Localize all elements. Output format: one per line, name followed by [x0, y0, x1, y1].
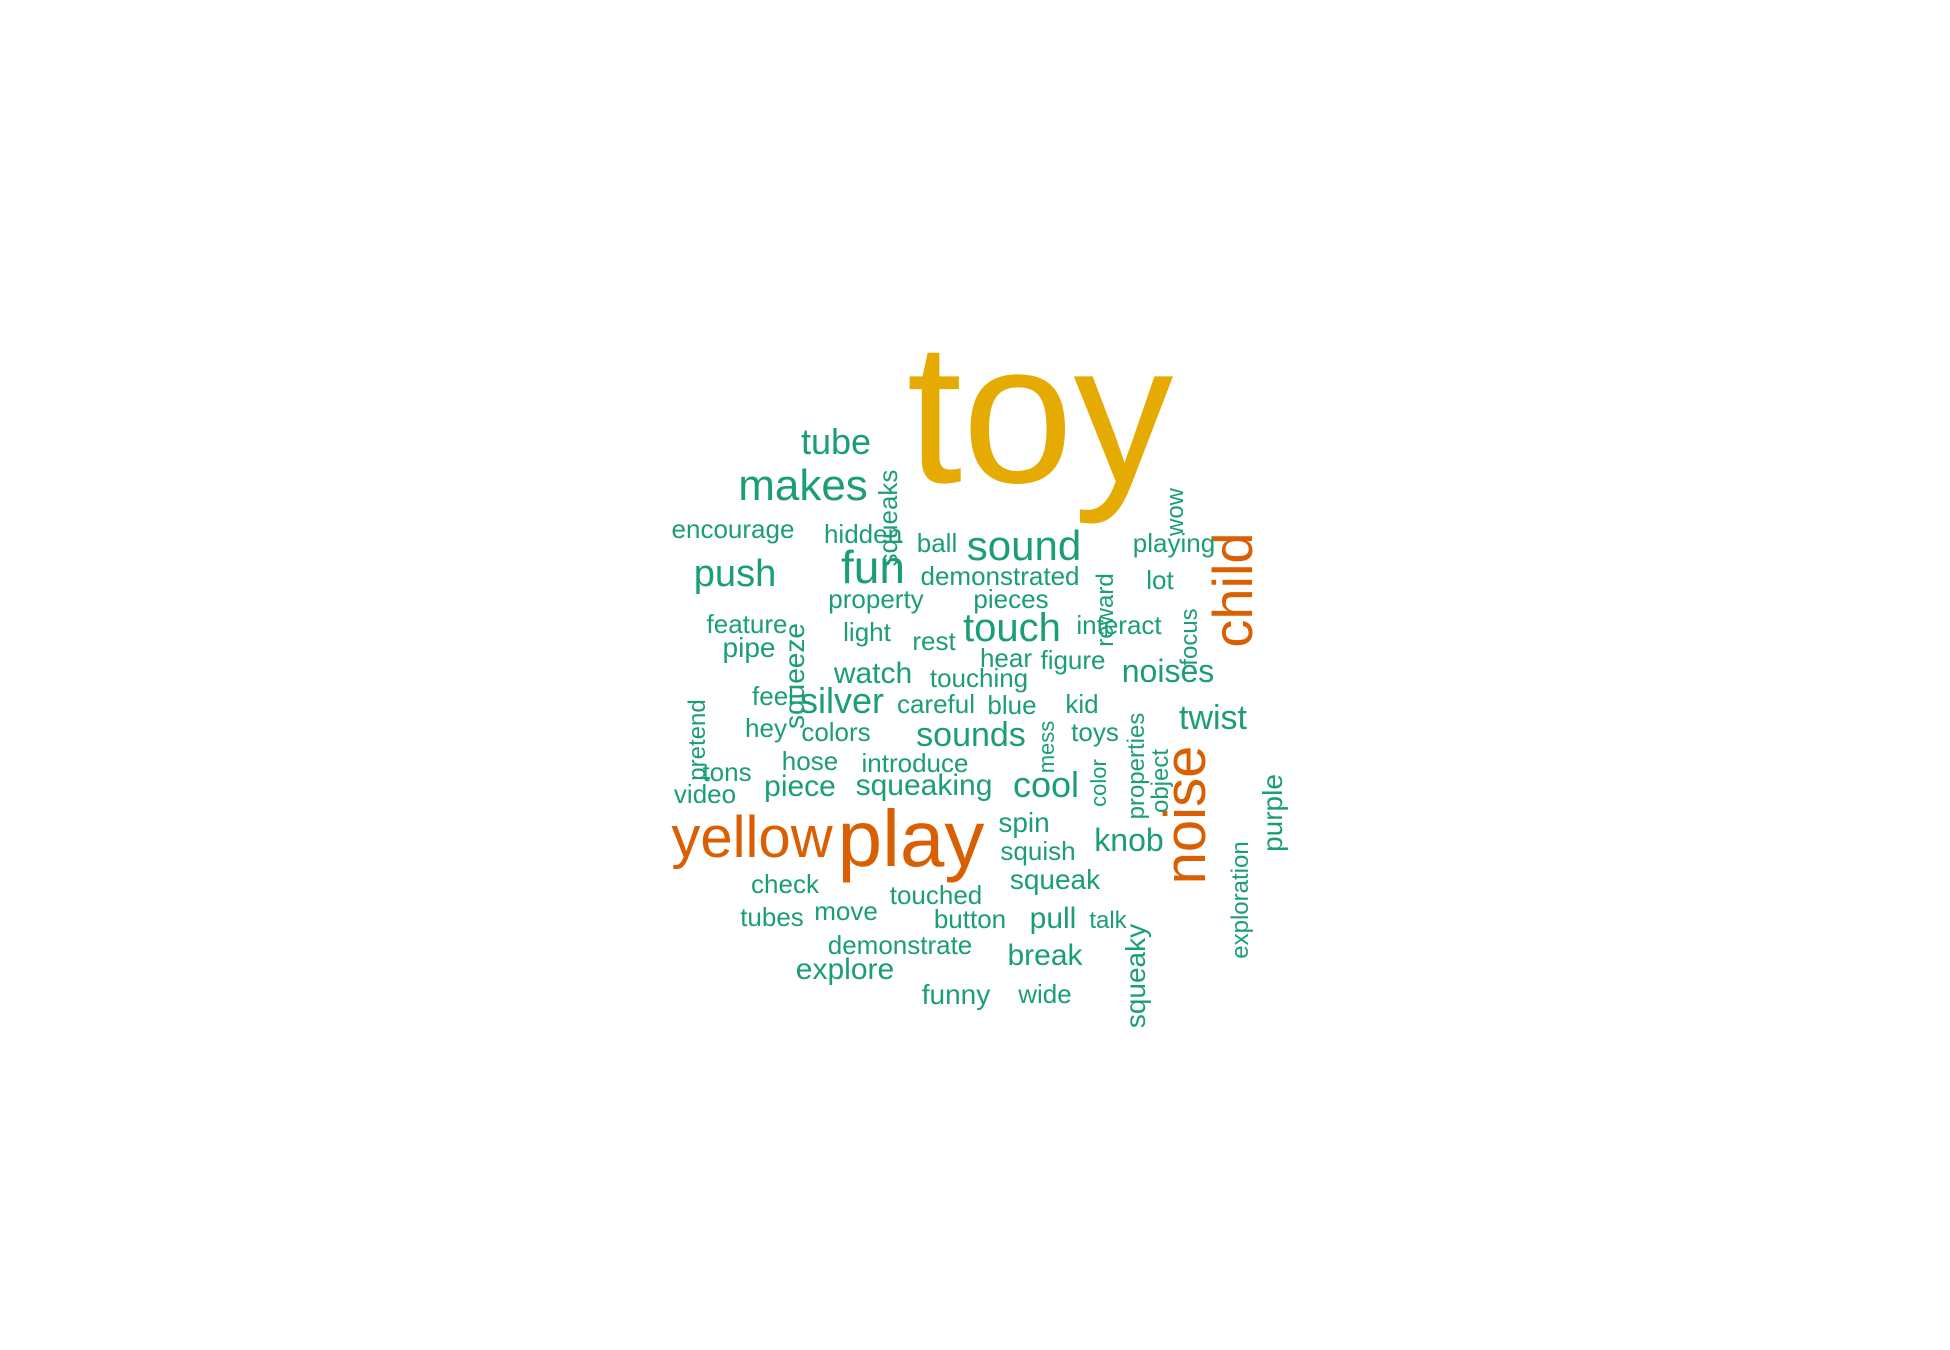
word-toys: toys [1071, 717, 1119, 747]
word-property: property [828, 584, 923, 614]
word-watch: watch [833, 657, 912, 690]
word-sounds: sounds [916, 716, 1026, 754]
word-explore: explore [796, 953, 894, 986]
word-squish: squish [1000, 836, 1075, 866]
word-exploration: exploration [1227, 841, 1254, 958]
word-pretend: pretend [684, 699, 711, 780]
word-hidden: hidden [824, 519, 902, 549]
word-touched: touched [890, 880, 983, 910]
word-careful: careful [897, 689, 975, 719]
word-hey: hey [745, 713, 787, 743]
word-silver: silver [800, 680, 884, 721]
word-yellow: yellow [671, 805, 833, 870]
word-noises: noises [1122, 653, 1215, 689]
word-squeaky: squeaky [1120, 924, 1151, 1028]
word-play: play [838, 794, 985, 883]
word-makes: makes [738, 461, 868, 510]
word-pieces: pieces [973, 584, 1048, 614]
word-colors: colors [801, 717, 870, 747]
word-video: video [674, 779, 736, 809]
word-squeaks: squeaks [873, 470, 903, 567]
word-squeak: squeak [1010, 864, 1101, 895]
word-cool: cool [1013, 764, 1079, 805]
word-tubes: tubes [740, 902, 804, 932]
word-squeaking: squeaking [856, 769, 993, 802]
word-demonstrate: demonstrate [828, 930, 973, 960]
word-purple: purple [1257, 774, 1288, 852]
word-properties: properties [1123, 713, 1150, 820]
word-demonstrated: demonstrated [921, 561, 1080, 591]
word-hose: hose [782, 746, 838, 776]
word-playing: playing [1133, 528, 1215, 558]
word-spin: spin [998, 807, 1049, 838]
word-squeeze: squeeze [779, 623, 810, 729]
word-mess: mess [1034, 721, 1059, 774]
word-reward: reward [1092, 573, 1119, 646]
word-light: light [843, 617, 891, 647]
word-blue: blue [987, 690, 1036, 720]
word-button: button [934, 904, 1006, 934]
word-touch: touch [963, 606, 1061, 650]
word-touching: touching [930, 663, 1028, 693]
word-figure: figure [1040, 645, 1105, 675]
word-color: color [1086, 759, 1111, 807]
word-push: push [694, 553, 776, 595]
word-check: check [751, 869, 820, 899]
word-ball: ball [917, 528, 957, 558]
word-piece: piece [764, 770, 836, 803]
word-encourage: encourage [672, 514, 795, 544]
word-object: object [1147, 749, 1174, 813]
word-move: move [814, 896, 878, 926]
word-funny: funny [922, 979, 991, 1010]
word-break: break [1007, 939, 1083, 972]
word-pull: pull [1030, 902, 1077, 935]
word-tons: tons [702, 757, 751, 787]
word-rest: rest [912, 626, 956, 656]
word-kid: kid [1065, 689, 1098, 719]
word-child: child [1201, 532, 1264, 647]
word-sound: sound [967, 522, 1081, 569]
word-talk: talk [1089, 907, 1127, 934]
word-twist: twist [1179, 699, 1248, 737]
word-feel: feel [752, 681, 794, 711]
word-wow: wow [1162, 487, 1189, 537]
word-tube: tube [801, 421, 871, 462]
word-focus: focus [1176, 608, 1203, 665]
word-interact: interact [1076, 610, 1162, 640]
word-fun: fun [841, 541, 905, 593]
word-noise: noise [1153, 746, 1218, 885]
word-toy: toy [907, 302, 1174, 525]
word-wide: wide [1017, 979, 1071, 1009]
word-knob: knob [1094, 822, 1163, 858]
word-feature: feature [707, 609, 788, 639]
word-lot: lot [1146, 565, 1174, 595]
word-pipe: pipe [723, 632, 776, 663]
word-introduce: introduce [862, 748, 969, 778]
word-hear: hear [980, 643, 1032, 673]
